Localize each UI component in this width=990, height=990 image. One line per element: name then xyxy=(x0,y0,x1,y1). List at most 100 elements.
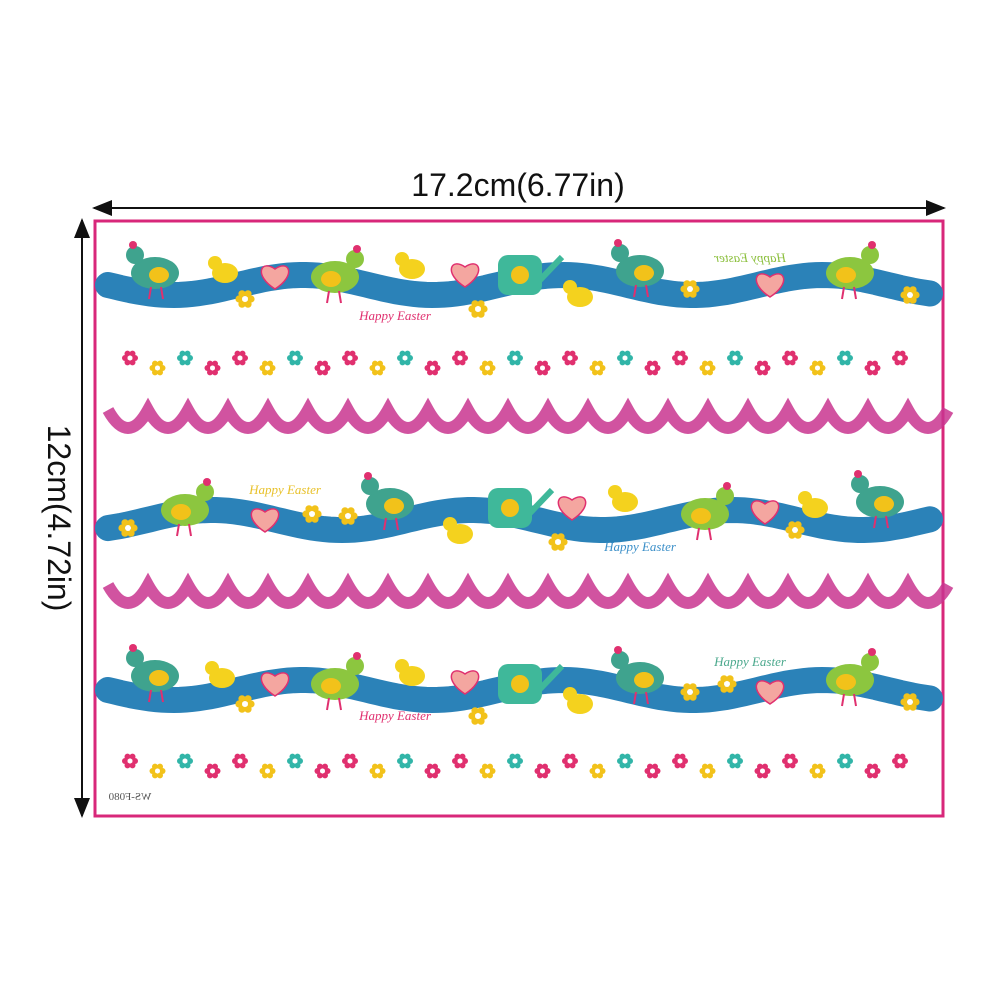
petal xyxy=(788,531,796,539)
petal xyxy=(289,762,296,769)
petal xyxy=(564,753,571,760)
flower-center xyxy=(242,296,248,302)
petal xyxy=(459,753,466,760)
hen-comb xyxy=(353,245,361,253)
hen-wing xyxy=(149,267,169,283)
chick-head xyxy=(395,659,409,673)
flower-center xyxy=(125,525,131,531)
petal xyxy=(269,768,276,774)
petal xyxy=(729,753,736,760)
hen xyxy=(126,644,179,703)
flower xyxy=(122,753,138,769)
petal xyxy=(592,763,598,770)
hen-head xyxy=(361,477,379,495)
petal xyxy=(569,753,576,760)
hen-leg xyxy=(188,523,192,537)
hen-comb xyxy=(723,482,731,490)
petal xyxy=(717,680,725,688)
chick-head xyxy=(208,256,222,270)
petal xyxy=(214,365,221,371)
petal xyxy=(672,355,678,361)
petal xyxy=(509,359,516,366)
chick-head xyxy=(563,687,577,701)
petal xyxy=(294,350,301,357)
hen-leg xyxy=(853,693,857,707)
petal xyxy=(122,355,128,361)
greeting: Happy Easter xyxy=(248,482,322,497)
petal xyxy=(544,768,551,774)
flower xyxy=(727,350,743,366)
petal xyxy=(729,762,736,769)
petal xyxy=(785,526,793,534)
petal xyxy=(289,359,296,366)
petal xyxy=(812,772,818,779)
can-flower xyxy=(511,266,529,284)
petal xyxy=(509,350,516,357)
petal xyxy=(207,369,213,376)
petal xyxy=(707,763,713,770)
petal xyxy=(514,753,521,760)
petal xyxy=(784,350,791,357)
flower-center xyxy=(760,768,765,774)
flower xyxy=(864,763,881,779)
flower xyxy=(204,360,221,376)
flower-center xyxy=(237,758,243,764)
petal xyxy=(399,762,406,769)
hen-leg xyxy=(326,290,330,304)
petal xyxy=(784,359,791,366)
petal xyxy=(177,355,183,361)
petal xyxy=(372,772,378,779)
flower xyxy=(589,763,606,779)
petal xyxy=(477,707,485,715)
hen-leg xyxy=(645,691,649,705)
petal xyxy=(709,768,716,774)
flower xyxy=(338,507,358,525)
hen-head xyxy=(716,487,734,505)
petal xyxy=(244,705,252,713)
hen-head xyxy=(861,246,879,264)
petal xyxy=(572,355,578,361)
flower-center xyxy=(687,286,693,292)
petal xyxy=(267,772,273,779)
petal xyxy=(537,763,543,770)
flower xyxy=(468,300,488,318)
petal xyxy=(903,296,911,304)
petal xyxy=(159,768,166,774)
petal xyxy=(149,365,156,371)
petal xyxy=(234,753,241,760)
petal xyxy=(187,758,193,764)
hen-leg xyxy=(338,290,342,304)
petal xyxy=(214,768,221,774)
petal xyxy=(534,768,541,774)
petal xyxy=(372,763,378,770)
petal xyxy=(184,753,191,760)
petal xyxy=(872,763,878,770)
petal xyxy=(129,359,136,366)
hen-wing xyxy=(691,508,711,524)
petal xyxy=(812,369,818,376)
flower-center xyxy=(210,768,215,774)
petal xyxy=(232,355,238,361)
petal xyxy=(122,758,128,764)
petal xyxy=(238,705,246,713)
hen-comb xyxy=(614,239,622,247)
petal xyxy=(564,762,571,769)
petal xyxy=(903,693,911,701)
petal xyxy=(177,758,183,764)
hen-head xyxy=(611,244,629,262)
petal xyxy=(789,359,796,366)
hen-wing xyxy=(634,672,654,688)
petal xyxy=(344,762,351,769)
petal xyxy=(179,350,186,357)
flower-center xyxy=(907,292,913,298)
petal xyxy=(427,772,433,779)
flower-center xyxy=(595,768,600,774)
flower xyxy=(782,350,798,366)
petal xyxy=(287,758,293,764)
petal xyxy=(537,360,543,367)
petal xyxy=(551,533,559,541)
heart xyxy=(755,680,785,705)
flower xyxy=(204,763,221,779)
heart xyxy=(755,273,785,298)
petal xyxy=(452,355,458,361)
